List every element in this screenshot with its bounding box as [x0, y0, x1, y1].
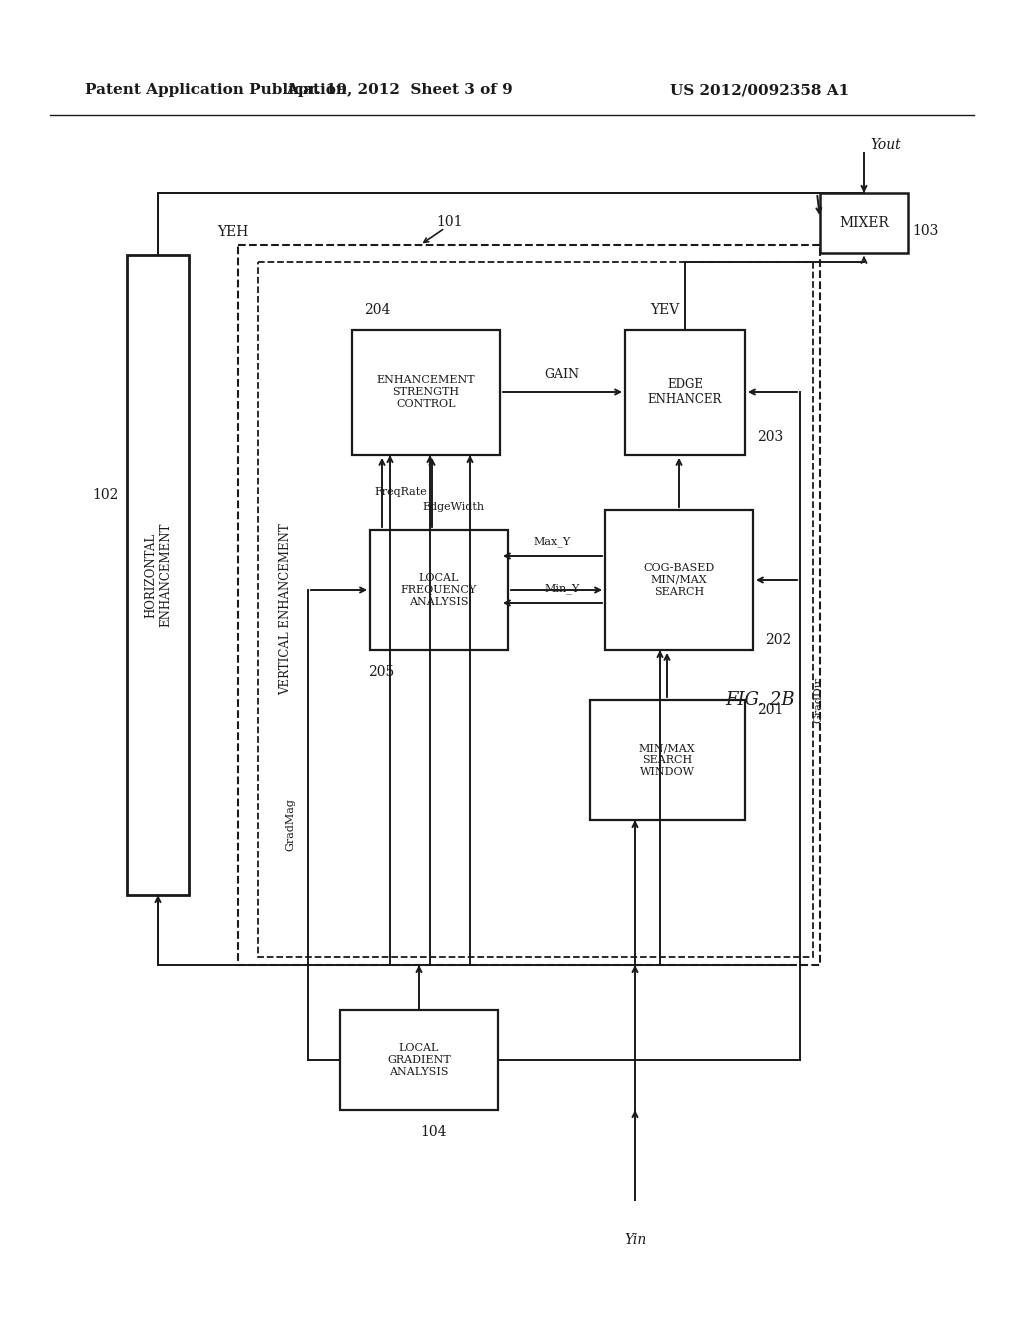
Text: YEH: YEH: [217, 224, 249, 239]
Text: 102: 102: [92, 488, 118, 502]
Text: Patent Application Publication: Patent Application Publication: [85, 83, 347, 96]
Text: 204: 204: [364, 304, 390, 317]
Text: 201: 201: [757, 704, 783, 717]
Text: US 2012/0092358 A1: US 2012/0092358 A1: [670, 83, 849, 96]
Text: 104: 104: [421, 1125, 447, 1139]
Text: Min_Y: Min_Y: [545, 583, 580, 594]
Text: ENHANCEMENT
STRENGTH
CONTROL: ENHANCEMENT STRENGTH CONTROL: [377, 375, 475, 409]
Text: Yin: Yin: [624, 1233, 646, 1247]
Bar: [127, 255, 189, 895]
Text: YEV: YEV: [650, 304, 680, 317]
Bar: [238, 246, 820, 965]
Bar: [258, 261, 813, 957]
Text: LOCAL
GRADIENT
ANALYSIS: LOCAL GRADIENT ANALYSIS: [387, 1043, 451, 1077]
Bar: [625, 330, 745, 455]
Text: LOCAL
FREQUENCY
ANALYSIS: LOCAL FREQUENCY ANALYSIS: [400, 573, 477, 607]
Text: Max_Y: Max_Y: [534, 537, 570, 548]
Text: 203: 203: [757, 430, 783, 444]
Text: 103: 103: [912, 224, 939, 238]
Text: GAIN: GAIN: [545, 367, 580, 380]
Text: COG-BASED
MIN/MAX
SEARCH: COG-BASED MIN/MAX SEARCH: [643, 564, 715, 597]
Text: EdgeWidth: EdgeWidth: [422, 502, 484, 512]
Text: HORIZONTAL
ENHANCEMENT: HORIZONTAL ENHANCEMENT: [144, 523, 172, 627]
Text: GradDir: GradDir: [813, 677, 823, 723]
Text: Apr. 19, 2012  Sheet 3 of 9: Apr. 19, 2012 Sheet 3 of 9: [287, 83, 513, 96]
Text: FreqRate: FreqRate: [374, 487, 427, 498]
Bar: [340, 1010, 498, 1110]
Bar: [370, 531, 508, 649]
Bar: [820, 193, 908, 253]
Text: EDGE
ENHANCER: EDGE ENHANCER: [648, 378, 722, 407]
Text: FIG. 2B: FIG. 2B: [725, 690, 795, 709]
Text: 202: 202: [765, 634, 792, 647]
Bar: [590, 700, 745, 820]
Text: 101: 101: [437, 215, 463, 228]
Text: Yout: Yout: [870, 139, 901, 152]
Text: 205: 205: [368, 665, 394, 678]
Text: MIN/MAX
SEARCH
WINDOW: MIN/MAX SEARCH WINDOW: [639, 743, 695, 776]
Text: GradMag: GradMag: [285, 799, 295, 851]
Bar: [352, 330, 500, 455]
Bar: [605, 510, 753, 649]
Text: VERTICAL ENHANCEMENT: VERTICAL ENHANCEMENT: [280, 523, 293, 694]
Text: MIXER: MIXER: [839, 216, 889, 230]
